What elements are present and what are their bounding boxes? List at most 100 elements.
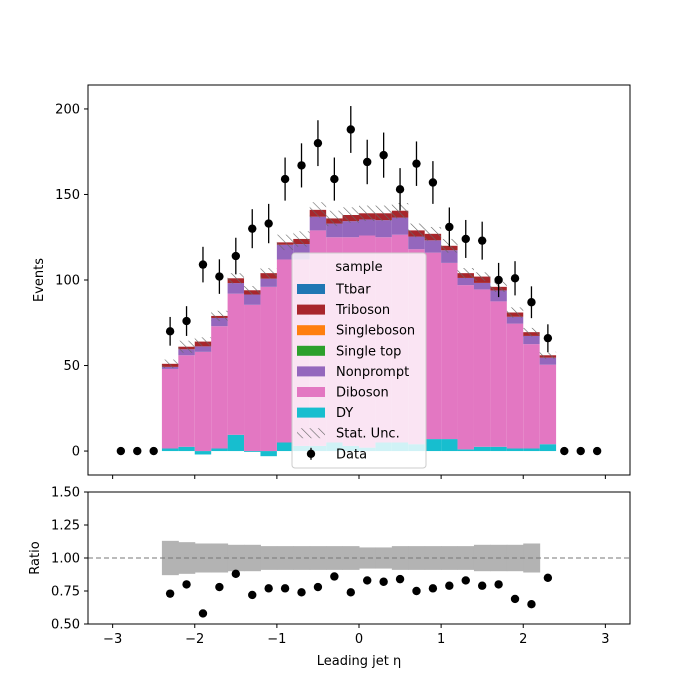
data-point — [527, 298, 536, 307]
ratio-unc-box — [309, 546, 327, 570]
ratio-point — [297, 588, 306, 597]
ratio-y-tick-label: 0.75 — [51, 585, 80, 600]
data-point — [280, 174, 290, 184]
bar-nonprompt — [441, 250, 458, 263]
legend-label-singleboson: Singleboson — [336, 324, 415, 339]
bar-nonprompt — [391, 217, 409, 235]
legend-swatch-data — [306, 449, 316, 458]
data-point — [215, 272, 224, 281]
bar-nonprompt — [260, 278, 277, 287]
stat-unc-box — [326, 210, 343, 227]
ratio-point — [346, 588, 355, 597]
stat-unc-box — [457, 268, 474, 279]
bar-nonprompt — [457, 277, 474, 286]
bar-diboson — [506, 323, 524, 449]
ratio-unc-box — [293, 546, 311, 570]
bar-dy — [276, 442, 294, 452]
data-point — [248, 224, 257, 233]
bar-nonprompt — [408, 236, 425, 250]
data-point — [560, 446, 569, 456]
bar-diboson — [211, 326, 228, 449]
data-point — [379, 150, 388, 160]
ratio-point — [543, 573, 553, 582]
ratio-x-tick-label: −1 — [267, 632, 286, 647]
data-point — [592, 446, 602, 456]
legend-label-single-top: Single top — [336, 344, 401, 359]
ratio-x-tick-label: −3 — [103, 632, 122, 647]
legend-label-stat-unc: Stat. Unc. — [336, 427, 400, 442]
bar-diboson — [194, 351, 212, 452]
bar-nonprompt — [194, 346, 212, 352]
data-point — [445, 222, 454, 232]
ratio-point — [494, 580, 503, 589]
stat-unc-box — [342, 207, 359, 223]
data-points — [116, 106, 602, 456]
bar-nonprompt — [211, 317, 228, 327]
data-point — [182, 316, 191, 326]
data-point — [149, 446, 158, 456]
ratio-point — [395, 574, 405, 584]
data-point — [133, 446, 142, 456]
bar-diboson — [457, 285, 474, 450]
ratio-point — [182, 580, 191, 589]
ratio-x-tick-label: 3 — [601, 632, 609, 647]
ratio-point — [428, 584, 438, 593]
bar-nonprompt — [375, 220, 392, 238]
y-tick-label: 50 — [63, 359, 80, 374]
y-tick-label: 150 — [55, 188, 80, 203]
bar-diboson — [260, 286, 277, 452]
legend-swatch-stat-unc — [297, 428, 325, 439]
bar-dy — [424, 439, 442, 452]
legend-swatch-ttbar — [297, 284, 325, 294]
data-point — [494, 275, 503, 285]
bar-dy — [178, 446, 195, 452]
legend-label-triboson: Triboson — [335, 303, 390, 318]
bar-dy — [523, 448, 540, 452]
legend-swatch-diboson — [297, 387, 325, 397]
stat-unc-box — [523, 327, 540, 337]
ratio-point — [477, 581, 487, 590]
data-point — [428, 178, 438, 187]
ratio-point — [165, 589, 175, 598]
data-point — [264, 219, 273, 228]
ratio-y-tick-label: 0.50 — [51, 618, 80, 633]
ratio-x-tick-label: 2 — [519, 632, 527, 647]
bar-nonprompt — [359, 219, 376, 236]
bar-dy — [441, 439, 458, 452]
ratio-unc-box — [326, 546, 344, 570]
stat-unc-box — [424, 226, 442, 241]
ratio-point — [527, 600, 536, 609]
data-point — [231, 251, 241, 261]
stat-unc-box — [276, 234, 294, 251]
legend-label-diboson: Diboson — [336, 386, 389, 401]
y-tick-label: 200 — [55, 102, 80, 117]
ratio-y-tick-label: 1.50 — [51, 486, 80, 501]
bar-dy — [161, 448, 179, 452]
ratio-point — [215, 582, 224, 592]
ratio-point — [412, 586, 421, 596]
bar-nonprompt — [227, 283, 245, 294]
bar-dy — [260, 451, 277, 457]
ratio-point — [248, 590, 257, 600]
stat-unc-box — [178, 340, 195, 353]
stat-unc-box — [359, 205, 376, 221]
data-point — [165, 327, 175, 336]
bar-nonprompt — [244, 294, 261, 305]
ratio-point — [198, 609, 208, 618]
stat-unc-box — [161, 359, 179, 369]
bar-nonprompt — [539, 357, 557, 365]
stat-unc-box — [260, 268, 277, 279]
legend-label-nonprompt: Nonprompt — [336, 365, 409, 380]
ratio-point — [379, 577, 388, 586]
data-point — [576, 446, 585, 456]
bar-nonprompt — [326, 223, 343, 238]
ratio-unc-box — [375, 547, 393, 569]
legend: sample Ttbar Triboson Singleboson Single top… — [291, 252, 427, 469]
legend-box — [291, 252, 427, 469]
ratio-point — [264, 584, 273, 593]
ratio-point — [363, 576, 372, 585]
data-point — [477, 236, 487, 245]
bar-nonprompt — [473, 282, 491, 290]
stat-unc-box — [506, 307, 524, 318]
bar-diboson — [490, 301, 507, 447]
